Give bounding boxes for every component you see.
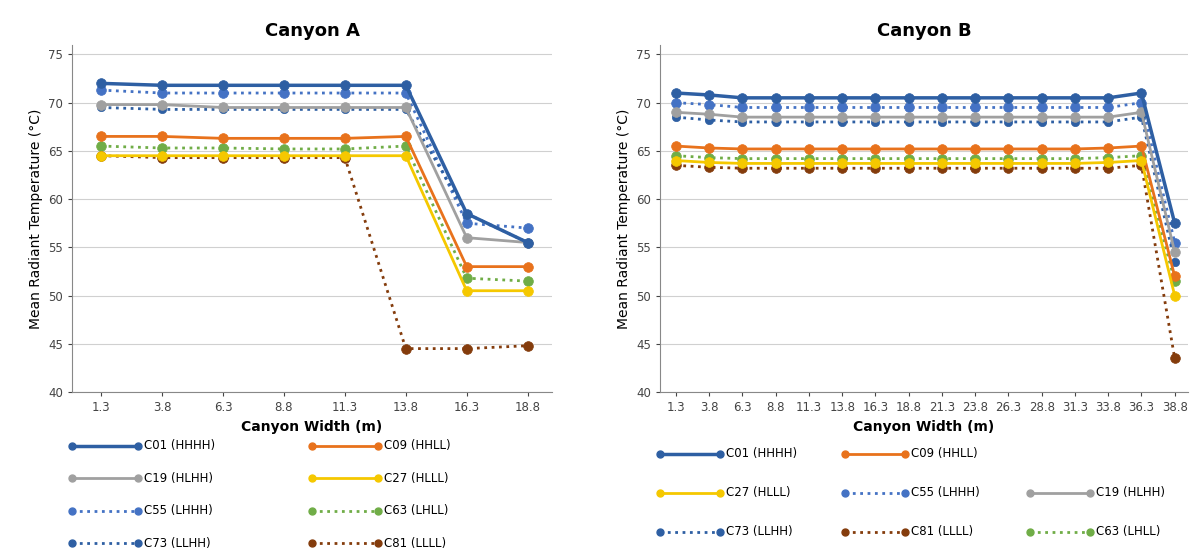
X-axis label: Canyon Width (m): Canyon Width (m): [241, 419, 383, 433]
Text: C73 (LLHH): C73 (LLHH): [144, 536, 211, 550]
Text: C81 (LLLL): C81 (LLLL): [911, 525, 973, 539]
Text: C19 (HLHH): C19 (HLHH): [144, 472, 214, 485]
Title: Canyon B: Canyon B: [877, 22, 971, 40]
Text: C55 (LHHH): C55 (LHHH): [911, 486, 979, 500]
Title: Canyon A: Canyon A: [264, 22, 360, 40]
Text: C81 (LLLL): C81 (LLLL): [384, 536, 446, 550]
Text: C27 (HLLL): C27 (HLLL): [384, 472, 449, 485]
X-axis label: Canyon Width (m): Canyon Width (m): [853, 419, 995, 433]
Y-axis label: Mean Radiant Temperature (°C): Mean Radiant Temperature (°C): [29, 108, 42, 329]
Text: C55 (LHHH): C55 (LHHH): [144, 504, 212, 517]
Text: C19 (HLHH): C19 (HLHH): [1096, 486, 1165, 500]
Text: C01 (HHHH): C01 (HHHH): [144, 439, 215, 452]
Text: C63 (LHLL): C63 (LHLL): [384, 504, 449, 517]
Text: C27 (HLLL): C27 (HLLL): [726, 486, 791, 500]
Text: C63 (LHLL): C63 (LHLL): [1096, 525, 1160, 539]
Text: C09 (HHLL): C09 (HHLL): [911, 447, 978, 460]
Text: C09 (HHLL): C09 (HHLL): [384, 439, 451, 452]
Text: C73 (LLHH): C73 (LLHH): [726, 525, 793, 539]
Text: C01 (HHHH): C01 (HHHH): [726, 447, 797, 460]
Y-axis label: Mean Radiant Temperature (°C): Mean Radiant Temperature (°C): [617, 108, 630, 329]
